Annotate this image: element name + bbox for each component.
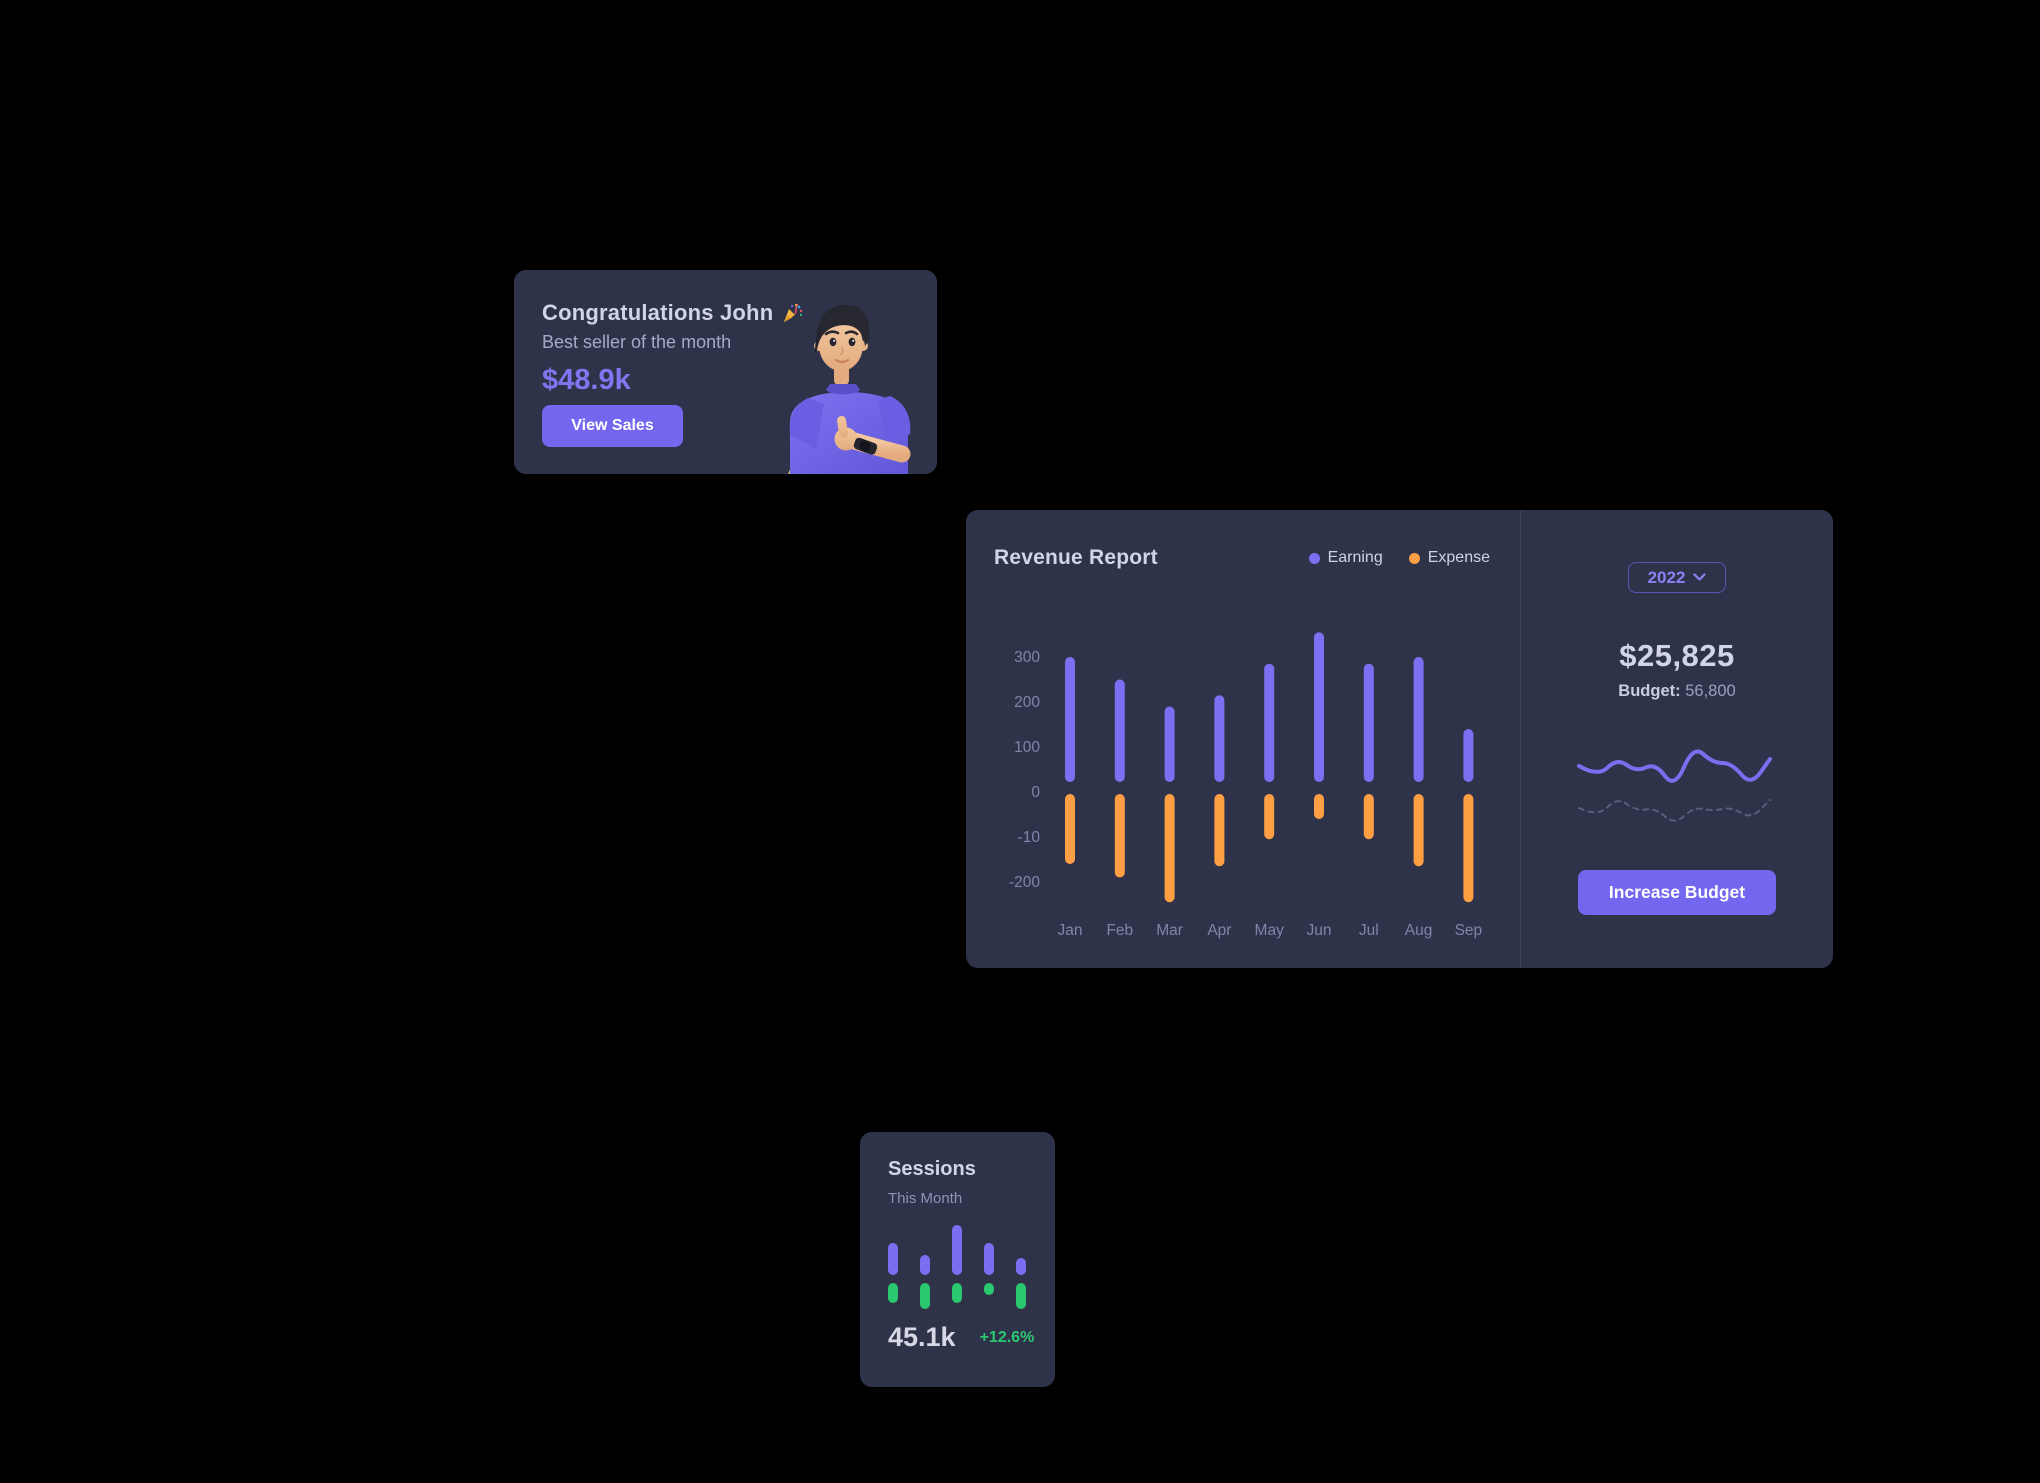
svg-text:200: 200	[1014, 694, 1040, 711]
legend-item-earning[interactable]: Earning	[1308, 549, 1383, 567]
legend-expense-label: Expense	[1427, 549, 1490, 566]
budget-panel: 2022 $25,825 Budget: 56,800 Increase Bud…	[1520, 510, 1833, 968]
earning-dot-icon	[1308, 552, 1320, 564]
expense-dot-icon	[1408, 552, 1420, 564]
legend-earning-label: Earning	[1327, 549, 1383, 566]
sessions-value: 45.1k	[888, 1322, 956, 1352]
budget-value: 56,800	[1685, 682, 1736, 700]
budget-sparkline	[1577, 749, 1772, 822]
svg-text:Sep: Sep	[1455, 922, 1483, 939]
budget-total: $25,825	[1619, 638, 1735, 673]
sessions-subtitle: This Month	[888, 1190, 963, 1207]
congratulations-card: Congratulations John Best seller of the …	[514, 270, 937, 474]
year-select-value: 2022	[1647, 567, 1686, 587]
svg-text:May: May	[1255, 922, 1285, 939]
svg-text:300: 300	[1014, 649, 1040, 666]
revenue-bar-chart: 300 200 100 0 -10 -200 Jan Feb Mar Apr May Jun Jul Au…	[1009, 632, 1483, 939]
budget-label: Budget:	[1618, 682, 1681, 700]
svg-text:Jul: Jul	[1359, 922, 1379, 939]
party-popper-icon	[784, 303, 803, 322]
svg-text:100: 100	[1014, 739, 1040, 756]
view-sales-button[interactable]: View Sales	[542, 405, 683, 447]
revenue-report-card: Revenue Report Earning Expense 300 200 100…	[966, 510, 1833, 968]
svg-text:Feb: Feb	[1106, 922, 1133, 939]
budget-line: Budget: 56,800	[1521, 682, 1833, 701]
sessions-delta-badge: +12.6%	[979, 1328, 1035, 1346]
svg-text:0: 0	[1031, 784, 1040, 801]
year-select-button[interactable]: 2022	[1628, 562, 1726, 593]
congrats-subtitle: Best seller of the month	[542, 332, 732, 352]
svg-text:-10: -10	[1018, 829, 1041, 846]
increase-budget-button[interactable]: Increase Budget	[1578, 870, 1776, 915]
svg-text:Apr: Apr	[1207, 922, 1231, 939]
congrats-title: Congratulations John	[542, 300, 804, 326]
congrats-title-text: Congratulations John	[542, 300, 774, 325]
svg-text:Jan: Jan	[1058, 922, 1083, 939]
chevron-down-icon	[1693, 573, 1707, 581]
sessions-title: Sessions	[888, 1158, 976, 1180]
chart-legend: Earning Expense	[1308, 549, 1490, 567]
legend-item-expense[interactable]: Expense	[1408, 549, 1490, 567]
sessions-card: Sessions This Month 45.1k +12.6%	[860, 1132, 1055, 1387]
svg-text:Aug: Aug	[1405, 922, 1433, 939]
revenue-chart-section: Revenue Report Earning Expense 300 200 100…	[966, 510, 1520, 968]
svg-text:Mar: Mar	[1156, 922, 1183, 939]
svg-text:Jun: Jun	[1307, 922, 1332, 939]
svg-text:-200: -200	[1009, 874, 1040, 891]
congrats-amount: $48.9k	[542, 364, 631, 396]
revenue-report-title: Revenue Report	[994, 546, 1158, 569]
john-3d-illustration	[788, 305, 911, 474]
sessions-mini-chart	[888, 1225, 1026, 1309]
